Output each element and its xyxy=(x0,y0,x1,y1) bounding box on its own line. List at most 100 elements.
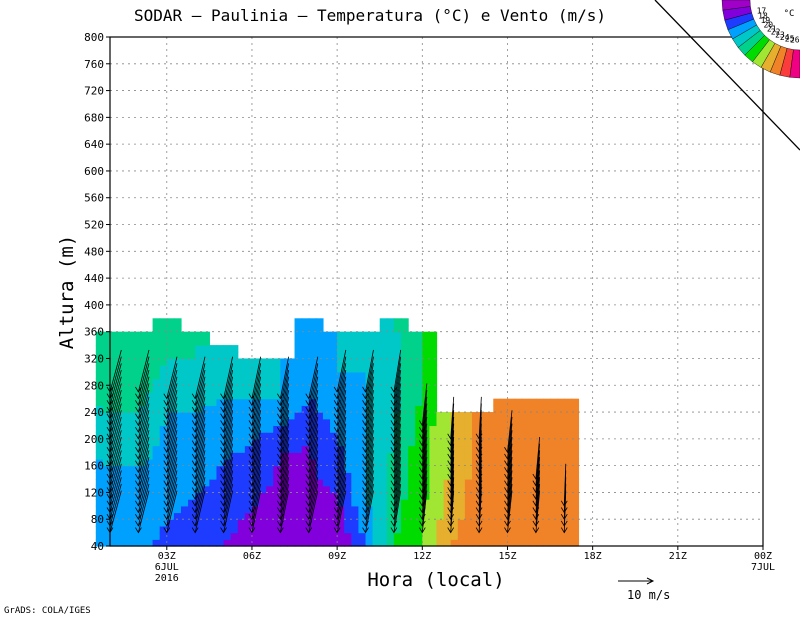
temperature-cell xyxy=(173,532,182,540)
temperature-cell xyxy=(401,391,409,400)
barb-head xyxy=(277,400,284,407)
temperature-cell xyxy=(401,532,409,540)
temperature-cell xyxy=(514,445,523,453)
temperature-cell xyxy=(102,492,111,500)
wind-barb xyxy=(163,396,178,440)
temperature-cell xyxy=(500,485,509,494)
wind-barb xyxy=(248,390,262,433)
temperature-cell xyxy=(337,432,345,440)
temperature-cell xyxy=(337,425,345,433)
temperature-cell xyxy=(422,371,430,380)
temperature-cell xyxy=(216,479,225,487)
temperature-cell xyxy=(372,499,381,507)
temperature-cell xyxy=(124,458,132,467)
temperature-cell xyxy=(351,432,360,440)
wind-barb xyxy=(418,396,428,440)
temperature-cell xyxy=(401,458,409,467)
temperature-cell xyxy=(528,445,537,453)
barb-head xyxy=(191,487,199,494)
temperature-cell xyxy=(301,425,310,433)
temperature-cell xyxy=(372,432,381,440)
temperature-cell xyxy=(131,445,139,453)
barb-head xyxy=(504,493,511,500)
barb-shaft xyxy=(223,396,234,439)
wind-barb xyxy=(163,423,178,467)
temperature-cell xyxy=(117,398,125,406)
temperature-cell xyxy=(436,499,445,507)
temperature-cell xyxy=(188,512,196,520)
wind-barb xyxy=(248,423,262,467)
temperature-cell xyxy=(337,505,345,514)
y-tick-label: 600 xyxy=(84,165,104,178)
barb-shaft xyxy=(393,463,402,506)
temperature-cell xyxy=(450,432,459,440)
barb-shaft xyxy=(166,390,178,433)
temperature-cell xyxy=(344,479,352,487)
temperature-cell xyxy=(344,485,352,494)
temperature-cell xyxy=(571,458,580,467)
barb-head xyxy=(504,507,511,514)
temperature-cell xyxy=(202,532,210,540)
temperature-cell xyxy=(266,398,274,406)
temperature-cell xyxy=(287,438,296,447)
temperature-cell xyxy=(493,458,501,467)
temperature-cell xyxy=(117,338,125,346)
temperature-cell xyxy=(145,385,154,393)
temperature-cell xyxy=(237,539,246,547)
temperature-cell xyxy=(117,525,125,534)
temperature-cell xyxy=(358,479,367,487)
temperature-cell xyxy=(166,331,175,339)
barb-head xyxy=(390,493,398,500)
barb-shaft xyxy=(365,430,374,473)
barb-shaft xyxy=(308,430,319,473)
temperature-cell xyxy=(237,499,246,507)
barb-head xyxy=(163,487,171,494)
temperature-cell xyxy=(131,365,139,373)
barb-shaft xyxy=(109,463,122,506)
temperature-cell xyxy=(379,485,388,494)
temperature-cell xyxy=(273,539,281,547)
barb-shaft xyxy=(421,450,428,493)
temperature-cell xyxy=(351,398,360,406)
temperature-cell xyxy=(145,412,154,420)
temperature-cell xyxy=(294,412,303,420)
temperature-cell xyxy=(401,418,409,427)
temperature-cell xyxy=(244,452,253,460)
temperature-cell xyxy=(450,525,459,534)
temperature-cell xyxy=(337,331,345,339)
temperature-cell xyxy=(330,378,338,386)
barb-head xyxy=(220,500,227,507)
temperature-cell xyxy=(429,398,438,406)
temperature-cell xyxy=(301,412,310,420)
barb-shaft xyxy=(138,490,150,533)
temperature-cell xyxy=(337,445,345,453)
temperature-cell xyxy=(401,499,409,507)
temperature-cell xyxy=(542,445,551,453)
barb-head xyxy=(248,400,256,407)
temperature-cell xyxy=(159,512,168,520)
temperature-cell xyxy=(230,412,239,420)
temperature-cell xyxy=(408,412,416,420)
temperature-cell xyxy=(564,512,572,520)
wind-barb xyxy=(362,450,374,494)
barb-head xyxy=(390,440,398,447)
temperature-cell xyxy=(479,438,487,447)
barb-head xyxy=(390,480,398,487)
temperature-cell xyxy=(550,458,558,467)
temperature-cell xyxy=(436,485,445,494)
temperature-cell xyxy=(422,378,430,386)
barb-head xyxy=(362,473,369,480)
temperature-cell xyxy=(557,465,565,473)
temperature-cell xyxy=(152,452,161,460)
temperature-cell xyxy=(237,412,246,420)
temperature-cell xyxy=(159,351,168,360)
temperature-cell xyxy=(95,465,104,473)
wind-barb xyxy=(504,430,513,474)
temperature-cell xyxy=(230,458,239,467)
temperature-cell xyxy=(230,472,239,480)
wind-barb xyxy=(418,430,428,474)
temperature-cell xyxy=(401,452,409,460)
temperature-cell xyxy=(287,412,296,420)
barb-shaft xyxy=(393,396,402,439)
barb-shaft xyxy=(194,463,206,506)
